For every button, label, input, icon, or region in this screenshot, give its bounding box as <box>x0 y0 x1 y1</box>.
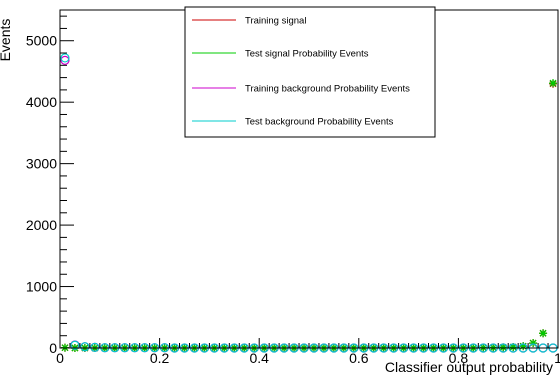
star-stroke <box>509 343 517 351</box>
star-stroke <box>499 343 507 351</box>
x-tick-label: 0.4 <box>249 350 269 366</box>
star-stroke <box>539 329 547 337</box>
x-tick-label: 0.8 <box>449 350 469 366</box>
x-tick-label: 0.6 <box>349 350 369 366</box>
legend-entry-label: Training signal <box>245 16 306 27</box>
y-tick-label: 3000 <box>26 156 57 172</box>
legend-entry-label: Test background Probability Events <box>245 117 394 128</box>
legend-entry-label: Training background Probability Events <box>245 84 410 95</box>
y-tick-label: 2000 <box>26 217 57 233</box>
data-point <box>549 79 558 88</box>
legend: Training signal Test signal Probability E… <box>184 6 436 138</box>
y-tick-label: 0 <box>49 340 57 356</box>
y-axis: 0 1000 2000 3000 4000 5000 <box>26 15 74 356</box>
data-point <box>90 342 100 352</box>
data-point <box>519 342 528 351</box>
x-axis-label: Classifier output probability <box>385 359 553 375</box>
x-tick-label: 0 <box>56 350 64 366</box>
y-tick-label: 1000 <box>26 279 57 295</box>
y-tick-label: 5000 <box>26 33 57 49</box>
x-tick-label: 1 <box>554 350 560 366</box>
data-point <box>80 342 90 352</box>
star-stroke <box>549 79 557 87</box>
legend-box <box>184 6 436 138</box>
data-point <box>60 53 70 63</box>
data-point <box>539 329 548 338</box>
legend-entry-label: Test signal Probability Events <box>245 49 369 60</box>
data-point <box>529 339 538 348</box>
data-point <box>60 55 70 65</box>
data-point <box>70 340 80 350</box>
x-axis: 0 0.2 0.4 0.6 0.8 1 <box>56 338 560 366</box>
y-tick-label: 4000 <box>26 94 57 110</box>
x-tick-label: 0.2 <box>150 350 170 366</box>
data-point <box>499 343 508 352</box>
star-stroke <box>529 339 537 347</box>
y-axis-label: Events <box>0 19 13 62</box>
